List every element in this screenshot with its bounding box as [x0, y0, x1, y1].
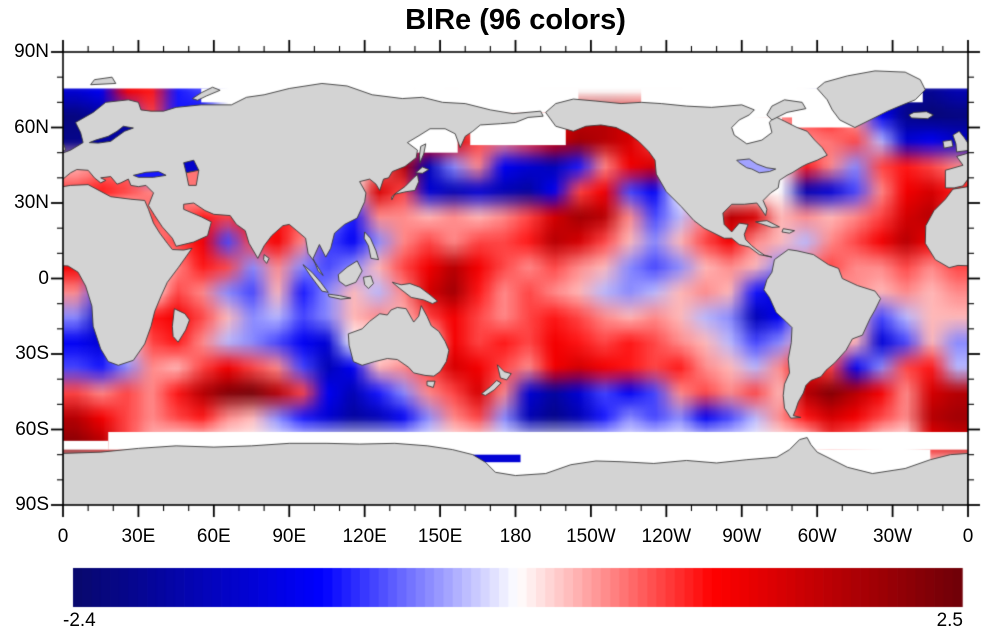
lat-tick-label: 30N — [14, 192, 49, 213]
lon-tick-label: 60W — [797, 526, 837, 547]
colorbar-min-label: -2.4 — [63, 610, 96, 631]
lat-tick-label: 90S — [15, 494, 49, 515]
lon-tick-label: 30E — [121, 526, 156, 547]
colorbar-max-label: 2.5 — [936, 610, 963, 631]
lat-tick-label: 60S — [15, 418, 49, 440]
lon-tick-label: 60E — [196, 526, 231, 547]
lon-tick-label: 30W — [873, 526, 913, 547]
lat-tick-label: 0 — [38, 267, 49, 289]
lon-tick-label: 0 — [57, 526, 69, 547]
plot-title: BlRe (96 colors) — [405, 4, 626, 36]
lat-tick-label: 30S — [15, 343, 49, 364]
lon-tick-label: 150E — [417, 526, 463, 547]
lon-tick-label: 90E — [272, 526, 307, 547]
lon-tick-label: 0 — [962, 526, 974, 547]
lon-tick-label: 120W — [641, 526, 692, 547]
lon-tick-label: 180 — [499, 526, 532, 547]
lon-tick-label: 150W — [566, 526, 616, 547]
lat-tick-label: 90N — [14, 41, 49, 62]
lon-tick-label: 120E — [342, 526, 387, 547]
lat-tick-label: 60N — [14, 116, 49, 138]
lon-tick-label: 90W — [722, 526, 762, 547]
